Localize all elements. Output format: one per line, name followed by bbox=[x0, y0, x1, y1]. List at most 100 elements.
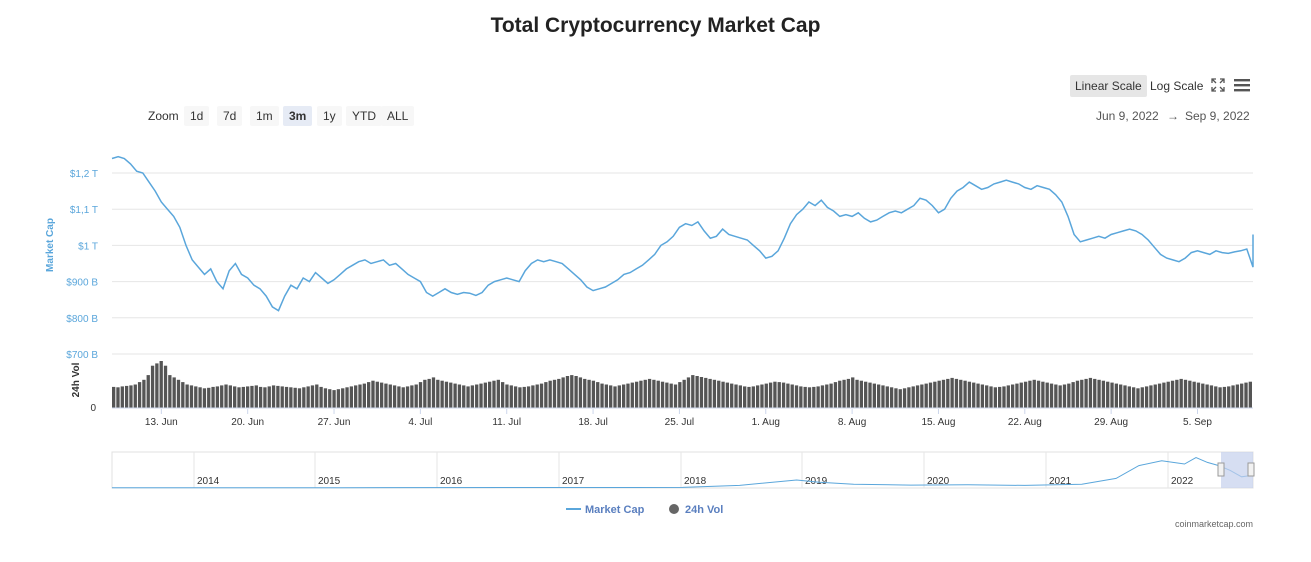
legend-dot-swatch bbox=[669, 504, 679, 514]
volume-bar bbox=[846, 378, 851, 408]
volume-bar bbox=[1127, 386, 1131, 408]
volume-bar bbox=[898, 389, 902, 408]
volume-bar bbox=[881, 385, 885, 408]
navigator: 2014 2015 2016 2017 2018 2019 2020 2021 2022 bbox=[112, 452, 1255, 489]
volume-bar bbox=[915, 385, 920, 408]
volume-bar bbox=[379, 382, 384, 408]
volume-bar bbox=[907, 387, 911, 408]
zoom-1m-button[interactable]: 1m bbox=[250, 106, 279, 126]
volume-bar bbox=[1227, 386, 1231, 408]
volume-bar bbox=[686, 377, 691, 408]
volume-bar bbox=[1222, 386, 1227, 409]
volume-bar bbox=[427, 378, 431, 408]
linear-scale-button[interactable]: Linear Scale bbox=[1070, 75, 1147, 97]
volume-bar bbox=[768, 382, 773, 408]
y-tick-label: $1,2 T bbox=[70, 169, 98, 180]
legend: Market Cap 24h Vol bbox=[566, 504, 723, 516]
fullscreen-icon[interactable] bbox=[1211, 78, 1225, 97]
zoom-3m-button[interactable]: 3m bbox=[283, 106, 313, 126]
volume-bar bbox=[591, 380, 596, 408]
volume-bar bbox=[431, 377, 436, 408]
volume-bar bbox=[362, 383, 366, 408]
volume-bar bbox=[1123, 385, 1127, 408]
volume-bar bbox=[1157, 383, 1162, 408]
volume-bar bbox=[367, 382, 371, 408]
volume-bar bbox=[669, 383, 673, 408]
volume-bar bbox=[738, 385, 743, 408]
volume-bar bbox=[812, 386, 816, 409]
volume-bar bbox=[1144, 386, 1149, 408]
volume-bar bbox=[237, 387, 241, 408]
volume-bar bbox=[587, 379, 591, 408]
volume-bar bbox=[864, 381, 868, 408]
volume-bar bbox=[475, 384, 479, 408]
volume-bar bbox=[1214, 386, 1218, 408]
volume-bar bbox=[1080, 379, 1084, 408]
volume-bar bbox=[734, 384, 738, 408]
zoom-1d-button[interactable]: 1d bbox=[184, 106, 210, 126]
volume-bar bbox=[829, 383, 833, 408]
volume-bar bbox=[220, 385, 224, 408]
credit-link[interactable]: coinmarketcap.com bbox=[1174, 519, 1253, 529]
volume-bar bbox=[859, 380, 864, 408]
volume-bar bbox=[1049, 383, 1054, 408]
x-tick-label: 4. Jul bbox=[408, 417, 432, 428]
volume-bar bbox=[656, 380, 660, 408]
volume-bar bbox=[284, 386, 289, 409]
zoom-ytd-button[interactable]: YTD bbox=[346, 106, 382, 126]
volume-bar bbox=[181, 382, 185, 408]
log-scale-button[interactable]: Log Scale bbox=[1150, 79, 1204, 93]
volume-bar bbox=[1140, 387, 1144, 408]
volume-bar bbox=[600, 383, 604, 408]
volume-bar bbox=[717, 380, 721, 408]
volume-bar bbox=[449, 382, 453, 408]
volume-bar bbox=[712, 379, 717, 408]
volume-bar bbox=[548, 380, 552, 408]
volume-bar bbox=[673, 384, 678, 408]
volume-bar bbox=[224, 384, 228, 408]
volume-bar bbox=[998, 386, 1002, 409]
zoom-all-button[interactable]: ALL bbox=[381, 106, 415, 126]
volume-bar bbox=[574, 376, 578, 408]
range-to[interactable]: Sep 9, 2022 bbox=[1185, 109, 1250, 123]
volume-bar bbox=[760, 384, 764, 408]
volume-bar bbox=[1015, 383, 1019, 408]
volume-bar bbox=[552, 379, 557, 408]
volume-bar bbox=[621, 384, 626, 408]
volume-bar bbox=[297, 388, 302, 408]
range-from[interactable]: Jun 9, 2022 bbox=[1096, 109, 1159, 123]
volume-bar bbox=[323, 388, 328, 408]
volume-bar bbox=[1084, 378, 1088, 408]
volume-bar bbox=[807, 387, 812, 408]
volume-bar bbox=[730, 383, 734, 408]
chart-title: Total Cryptocurrency Market Cap bbox=[490, 14, 821, 37]
volume-bar bbox=[276, 385, 280, 408]
volume-bar bbox=[1248, 381, 1252, 408]
volume-bar bbox=[267, 386, 271, 408]
navigator-handle[interactable] bbox=[1217, 462, 1225, 477]
volume-bar bbox=[306, 386, 310, 408]
zoom-7d-button[interactable]: 7d bbox=[217, 106, 243, 126]
volume-bar bbox=[799, 386, 803, 408]
zoom-1y-button[interactable]: 1y bbox=[317, 106, 342, 126]
volume-bar bbox=[604, 384, 609, 408]
volume-bar bbox=[561, 377, 565, 408]
volume-bar bbox=[565, 376, 570, 408]
volume-bar bbox=[146, 375, 150, 408]
volume-bar bbox=[328, 389, 332, 408]
volume-bar bbox=[1019, 382, 1023, 408]
volume-bar bbox=[1067, 383, 1071, 408]
volume-bar bbox=[876, 384, 881, 408]
volume-bar bbox=[1041, 381, 1045, 408]
volume-bar bbox=[820, 385, 825, 408]
volume-bar bbox=[500, 382, 505, 408]
volume-bar bbox=[786, 383, 790, 408]
volume-bar bbox=[1006, 385, 1010, 408]
volume-bar bbox=[833, 382, 838, 408]
navigator-handle[interactable] bbox=[1247, 462, 1255, 477]
menu-icon[interactable] bbox=[1234, 79, 1250, 97]
volume-bar bbox=[1119, 384, 1123, 408]
volume-bar bbox=[652, 379, 656, 408]
volume-bar bbox=[1002, 386, 1006, 408]
x-tick-label: 25. Jul bbox=[665, 417, 694, 428]
